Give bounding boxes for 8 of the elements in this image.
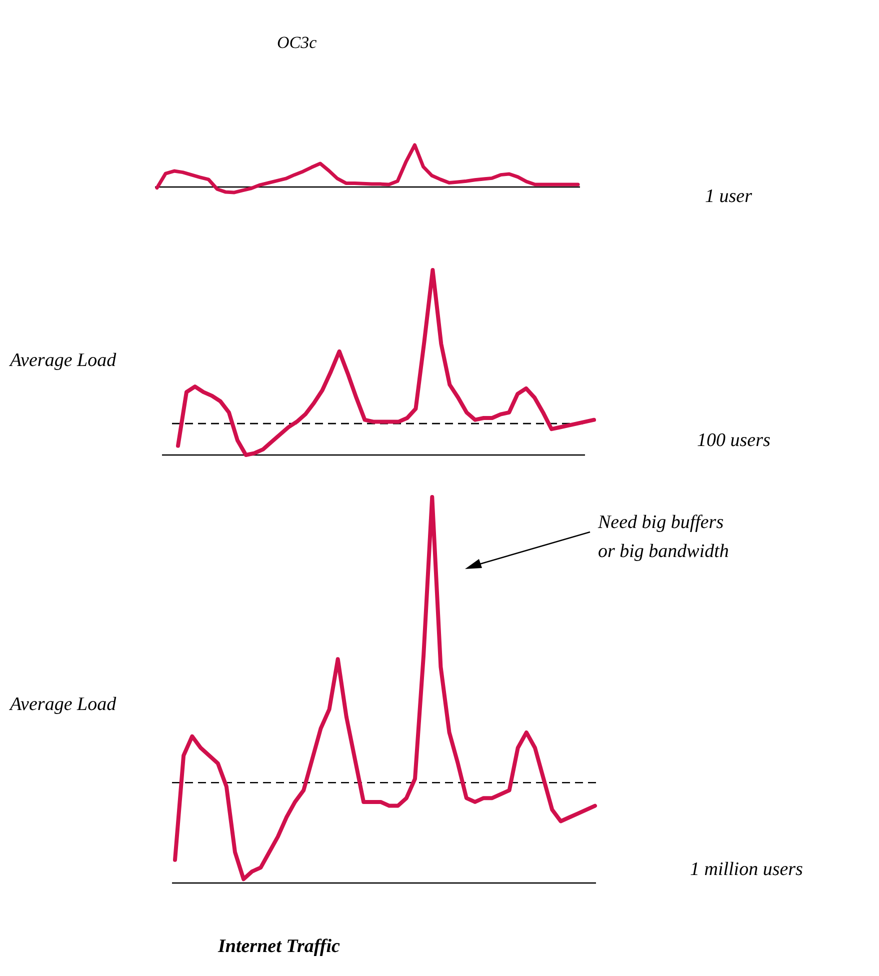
ref-line-label: Average Load [8, 694, 117, 715]
text: 100 users [697, 430, 770, 451]
text: Need big buffers or big bandwidth [597, 512, 729, 562]
x-axis-title: Internet Traffic [217, 936, 340, 957]
text: 1 million users [690, 859, 803, 880]
ref-line-label: Average Load [8, 350, 117, 371]
text: 1 user [705, 186, 753, 207]
chart-title: OC3c [277, 33, 318, 52]
